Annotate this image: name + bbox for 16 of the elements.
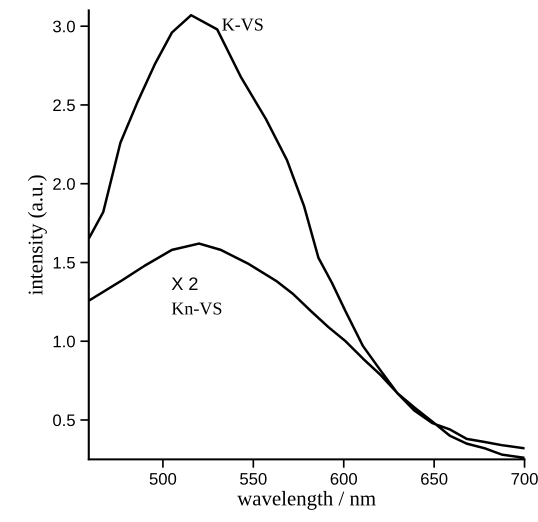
y-axis-title: intensity (a.u.) — [28, 175, 47, 295]
x-tick-label: 650 — [421, 472, 448, 485]
x-tick-label: 600 — [330, 472, 357, 485]
x-tick-label: 700 — [512, 472, 538, 485]
x-tick-label: 500 — [150, 472, 176, 485]
y-tick-label: 2.0 — [53, 178, 75, 190]
series-label: K-VS — [222, 18, 263, 31]
y-tick-label: 1.5 — [54, 257, 75, 269]
x-axis-title: wavelength / nm — [237, 490, 376, 510]
y-tick-label: 1.0 — [54, 336, 75, 348]
y-tick-label: 0.5 — [53, 414, 75, 426]
x-tick-label: 550 — [240, 472, 267, 485]
annotation: X 2 — [172, 277, 198, 290]
text: Kn-VS — [172, 302, 222, 315]
y-tick-label: 3.0 — [53, 20, 75, 32]
y-tick-label: 2.5 — [53, 99, 75, 112]
